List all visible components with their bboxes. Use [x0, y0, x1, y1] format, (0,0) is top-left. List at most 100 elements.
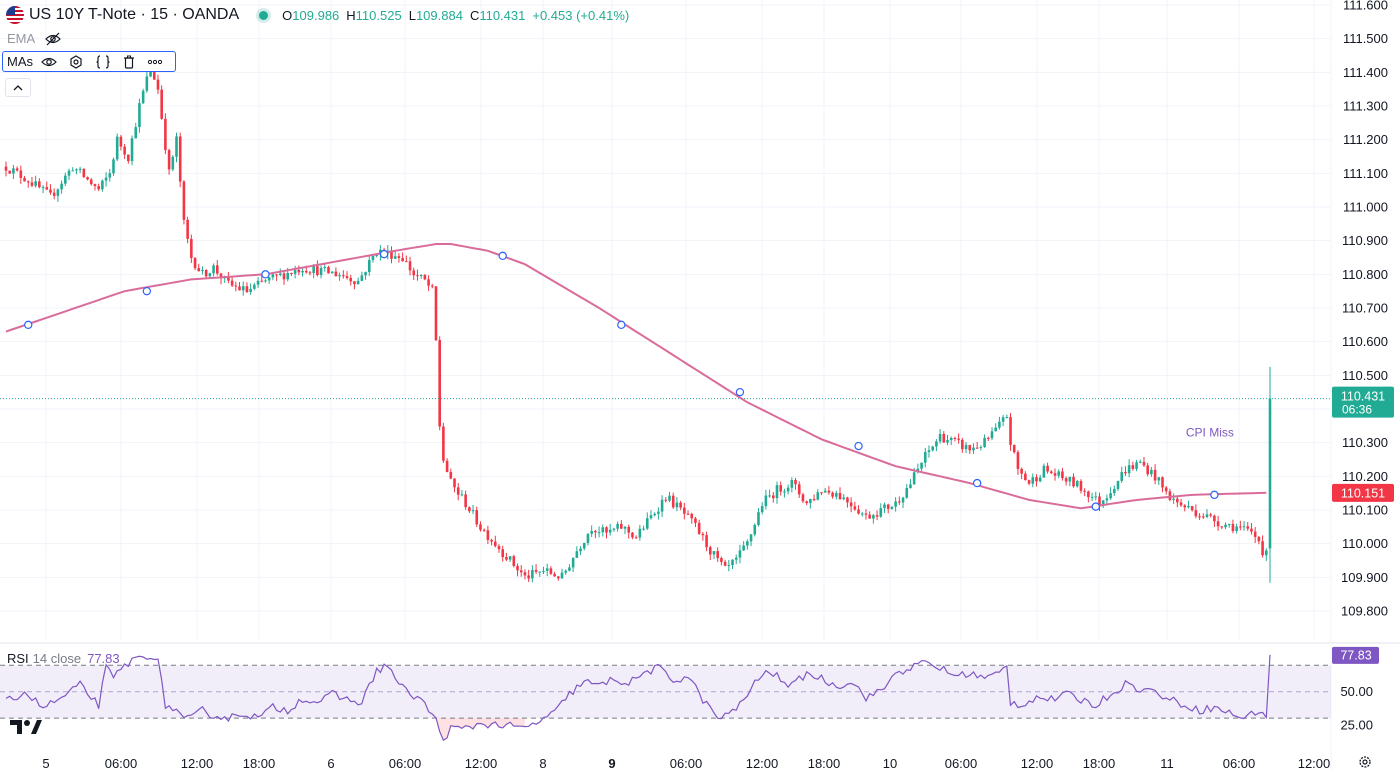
candle-body [875, 515, 879, 517]
candle-body [1179, 502, 1183, 506]
price-tick-label: 110.700 [1342, 301, 1388, 316]
price-tick-label: 109.900 [1341, 570, 1388, 585]
rsi-oversold-fill [421, 718, 525, 741]
candle-body [82, 168, 86, 178]
candle-body [809, 499, 812, 504]
candle-body [575, 551, 579, 558]
candle-body [920, 462, 923, 469]
code-icon[interactable] [95, 54, 111, 70]
rsi-name: RSI [7, 651, 29, 666]
candle-body [657, 511, 660, 514]
candle-body [1101, 500, 1105, 507]
candle-body [319, 267, 323, 276]
candle-body [1061, 471, 1064, 479]
candle-body [961, 439, 964, 450]
candle-body [171, 156, 175, 170]
candle-body [112, 159, 115, 174]
candle-body [208, 273, 212, 277]
candle-body [775, 485, 779, 499]
candle-body [694, 518, 697, 523]
candle-body [1094, 496, 1098, 498]
candle-body [1046, 465, 1049, 472]
candle-body [97, 186, 100, 190]
ema-legend[interactable]: EMA [7, 31, 62, 46]
candle-body [768, 495, 771, 497]
candle-body [397, 256, 401, 259]
ma-marker [854, 441, 863, 451]
candle-body [1164, 487, 1168, 492]
candle-body [49, 189, 52, 193]
candle-body [801, 494, 805, 502]
candle-body [794, 480, 797, 485]
mas-legend[interactable]: MAs [2, 51, 176, 72]
rsi-value: 77.83 [87, 651, 120, 666]
time-tick-label: 06:00 [670, 756, 703, 770]
candle-body [423, 275, 427, 280]
candle-body [178, 136, 182, 182]
gear-icon[interactable] [1358, 755, 1372, 769]
candle-body [683, 507, 686, 514]
symbol-header: US 10Y T-Note · 15 · OANDA O109.986 H110… [6, 5, 629, 25]
candle-body [1146, 465, 1149, 475]
symbol-title[interactable]: US 10Y T-Note · 15 · OANDA [29, 6, 240, 23]
candle-body [138, 103, 141, 128]
time-tick-label: 18:00 [808, 756, 841, 770]
candle-body [416, 275, 419, 277]
candle-body [330, 271, 334, 274]
candle-body [408, 261, 412, 271]
candle-body [675, 502, 679, 508]
candle-body [19, 170, 23, 178]
candle-body [505, 556, 508, 560]
candle-body [705, 535, 708, 548]
candle-body [41, 187, 45, 189]
price-change: +0.453 (+0.41%) [532, 7, 630, 23]
candle-body [215, 265, 219, 274]
time-tick-label: 10 [883, 756, 897, 770]
ma-series [5, 243, 1267, 511]
candle-body [34, 181, 37, 186]
candle-body [1127, 465, 1131, 474]
candle-body [979, 447, 983, 449]
candle-body [1038, 477, 1042, 482]
candle-body [38, 181, 41, 188]
candle-body [516, 565, 519, 571]
candle-body [1213, 515, 1216, 522]
candle-body [1246, 526, 1250, 529]
candle-body [275, 274, 278, 276]
candle-body [1138, 461, 1142, 463]
candle-body [1031, 477, 1035, 484]
ohlc-open: O109.986 [282, 7, 340, 23]
candle-body [186, 219, 189, 239]
candle-body [312, 266, 315, 274]
price-tick-label: 111.400 [1343, 65, 1388, 80]
candle-body [201, 269, 204, 272]
candle-body [605, 527, 608, 533]
candle-body [60, 183, 63, 190]
candle-body [230, 280, 234, 286]
candle-body [1172, 498, 1175, 500]
candle-body [986, 437, 990, 439]
candle-body [738, 550, 742, 558]
more-icon[interactable] [147, 54, 163, 70]
ema-label: EMA [7, 31, 36, 46]
eye-icon[interactable] [41, 54, 57, 70]
ohlc-close: C110.431 [469, 7, 526, 23]
collapse-legend-button[interactable] [5, 78, 31, 97]
candle-body [364, 272, 367, 276]
us-flag-icon [6, 6, 24, 24]
trash-icon[interactable] [123, 54, 135, 70]
settings-icon[interactable] [69, 54, 83, 70]
tradingview-logo-icon[interactable] [10, 718, 42, 736]
candle-body [456, 487, 460, 495]
candle-body [838, 493, 842, 500]
candle-body [349, 277, 353, 282]
eye-crossed-icon[interactable] [45, 32, 62, 46]
ma-marker [142, 286, 152, 296]
candle-body [434, 286, 438, 341]
rsi-legend[interactable]: RSI 14 close 77.83 [7, 651, 120, 666]
candle-body [297, 269, 301, 273]
price-tick-label: 110.300 [1342, 435, 1388, 450]
candle-body [1105, 498, 1109, 501]
